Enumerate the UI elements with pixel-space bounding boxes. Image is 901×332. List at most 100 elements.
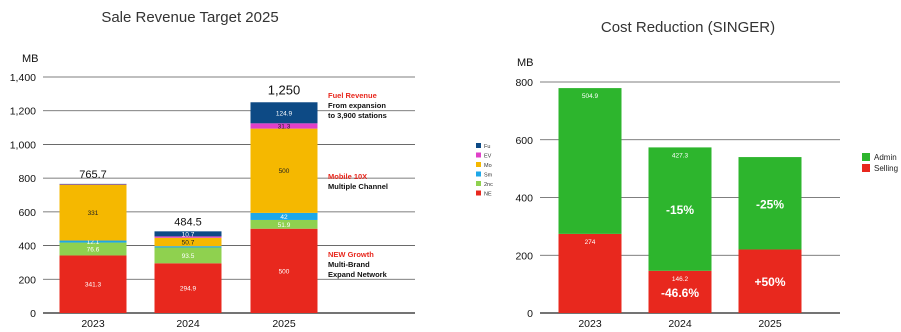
bar-segment-sm <box>154 246 222 248</box>
data-label: 504.9 <box>582 93 599 100</box>
x-tick-label: 2025 <box>272 318 296 330</box>
total-label: 484.5 <box>174 216 202 228</box>
data-label: 294.9 <box>180 286 197 293</box>
legend-swatch <box>476 162 481 167</box>
data-label: 341.3 <box>85 282 102 289</box>
bar-segment-ev <box>250 123 318 129</box>
x-tick-labels: 2023 2024 2025 <box>578 318 782 330</box>
data-label: 274 <box>585 239 596 246</box>
x-tick-label: 2024 <box>668 318 692 330</box>
total-label: 1,250 <box>268 82 301 97</box>
y-tick-label: 1,400 <box>10 72 36 84</box>
y-tick-label: 600 <box>515 135 533 147</box>
legend-label: Selling <box>874 164 898 173</box>
data-label: 500 <box>279 168 290 175</box>
change-label: -46.6% <box>661 286 699 300</box>
y-axis-label: MB <box>517 57 534 69</box>
data-label: 50.7 <box>182 239 195 246</box>
annotation-line: Fuel Revenue <box>328 91 377 100</box>
sale-revenue-chart: Sale Revenue Target 2025 MB 0 200 400 600 80… <box>10 9 493 330</box>
y-tick-labels: 0 200 400 600 800 <box>515 77 533 320</box>
total-labels: 765.7 484.5 1,250 <box>79 82 300 228</box>
legend-swatch <box>476 143 481 148</box>
total-label: 765.7 <box>79 169 107 181</box>
y-tick-label: 200 <box>515 250 533 262</box>
annotation-line: to 3,900 stations <box>328 111 387 120</box>
legend-swatch <box>476 190 481 196</box>
x-tick-label: 2023 <box>578 318 602 330</box>
data-label: 500 <box>279 268 290 275</box>
y-tick-label: 800 <box>515 77 533 89</box>
annotation-line: Expand Network <box>328 270 388 279</box>
y-tick-label: 800 <box>18 173 36 185</box>
bar-segment-mb2 <box>154 247 222 264</box>
legend-label: EV <box>484 154 492 160</box>
annotation-line: NEW Growth <box>328 250 374 259</box>
bar-segment-selling <box>738 249 802 313</box>
bar-segment-ev <box>154 236 222 238</box>
x-tick-label: 2024 <box>176 318 200 330</box>
data-label: 76.6 <box>87 247 100 254</box>
data-label: 331 <box>88 210 99 217</box>
x-tick-label: 2023 <box>81 318 105 330</box>
legend-label: Fu <box>484 144 490 150</box>
legend-swatch <box>862 153 870 161</box>
y-tick-label: 0 <box>30 308 36 320</box>
bars: 274 504.9 146.2 427.3 +50% -46.6% -15% -25% <box>558 88 802 313</box>
y-tick-label: 1,200 <box>10 106 36 118</box>
y-tick-label: 200 <box>18 274 36 286</box>
cost-reduction-chart: Cost Reduction (SINGER) MB 0 200 400 600 800… <box>515 19 898 330</box>
chart-title: Cost Reduction (SINGER) <box>601 19 775 36</box>
legend-swatch <box>476 152 481 158</box>
annotation-line: Multiple Channel <box>328 182 388 191</box>
data-label: 12.1 <box>87 239 100 246</box>
bar-segment-mb2 <box>250 219 318 229</box>
bars: 341.3 76.612.1 331 294.9 93.5 50.710.7 500 51.9… <box>59 102 318 313</box>
legend-swatch <box>476 181 481 186</box>
bar-segment-new <box>250 228 318 313</box>
bar-segment-fu <box>59 183 127 185</box>
data-label: 93.5 <box>182 253 195 260</box>
y-tick-labels: 0 200 400 600 800 1,000 1,200 1,400 <box>10 72 36 320</box>
legend: Fu EV Mo Sm 2nc NE <box>476 143 493 198</box>
data-label: 31.3 <box>278 123 291 130</box>
data-label: 427.3 <box>672 152 689 159</box>
bar-segment-sm <box>59 240 127 243</box>
annotation-line: Mobile 10X <box>328 172 367 181</box>
y-tick-label: 600 <box>18 207 36 219</box>
bar-segment-ev <box>59 184 127 185</box>
data-label: 10.7 <box>182 231 195 238</box>
y-tick-label: 1,000 <box>10 139 36 151</box>
legend-label: Sm <box>484 173 493 179</box>
y-tick-label: 400 <box>18 241 36 253</box>
bar-segment-selling <box>648 270 712 313</box>
bar-segment-mb2 <box>59 242 127 256</box>
bar-segment-admin <box>648 147 712 271</box>
bar-segment-admin <box>738 157 802 250</box>
bar-segment-mo <box>154 237 222 247</box>
legend-swatch <box>476 171 481 177</box>
data-label: 124.9 <box>276 110 293 117</box>
legend-label: 2nc <box>484 182 493 188</box>
bar-segment-selling <box>558 233 622 313</box>
x-tick-label: 2025 <box>758 318 782 330</box>
bar-segment-sm <box>250 212 318 220</box>
legend-label: NE <box>484 192 492 198</box>
legend-label: Admin <box>874 153 897 162</box>
y-tick-label: 0 <box>527 308 533 320</box>
legend-swatch <box>862 164 870 172</box>
data-label: 42 <box>280 214 288 221</box>
change-label: -25% <box>756 197 784 211</box>
bar-segment-fu <box>154 231 222 237</box>
legend: Admin Selling <box>862 153 898 173</box>
change-label: -15% <box>666 203 694 217</box>
bar-segment-fu <box>250 102 318 124</box>
y-axis-label: MB <box>22 53 39 65</box>
data-label: 51.9 <box>278 222 291 229</box>
bar-segment-mo <box>59 184 127 241</box>
bar-segment-mo <box>250 128 318 213</box>
bar-segment-new <box>59 255 127 313</box>
annotation-line: From expansion <box>328 101 386 110</box>
